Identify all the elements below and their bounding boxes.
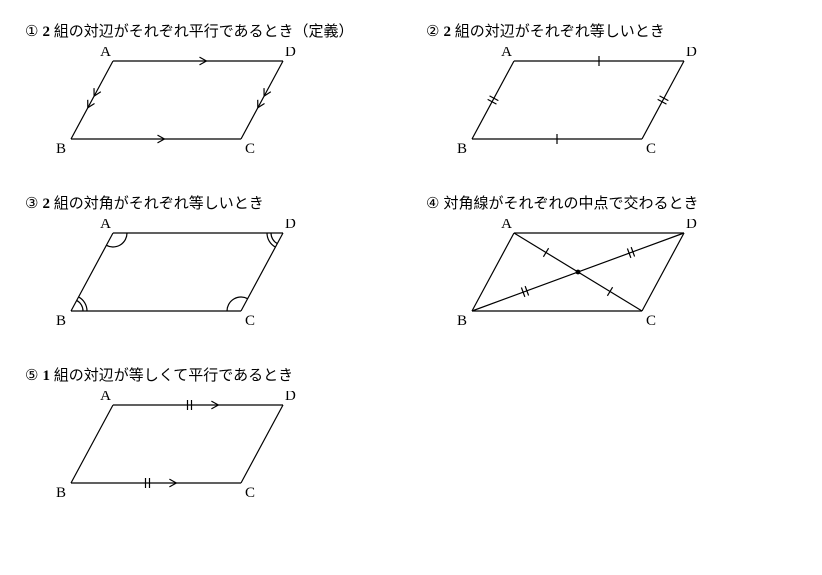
svg-text:C: C [646,313,656,329]
svg-text:D: D [285,219,296,232]
parallelogram-diagram: A D B C [25,47,396,157]
svg-text:B: B [56,313,66,329]
caption-text: 組の対角がそれぞれ等しいとき [50,196,264,212]
caption: ②2 組の対辺がそれぞれ等しいとき [426,20,797,41]
caption: ⑤1 組の対辺が等しくて平行であるとき [25,364,396,385]
svg-text:A: A [501,219,512,232]
parallelogram-diagram: A D B C [426,47,797,157]
circled-number: ① [25,22,38,41]
condition-2: ②2 組の対辺がそれぞれ等しいとき A D B C [426,20,797,157]
caption: ④対角線がそれぞれの中点で交わるとき [426,192,797,213]
caption-text: 組の対辺が等しくて平行であるとき [50,368,293,384]
caption-text: 2 [443,24,451,40]
caption-text: 2 [42,196,50,212]
condition-5: ⑤1 組の対辺が等しくて平行であるとき A D B C [25,364,396,501]
svg-text:C: C [245,313,255,329]
caption: ③2 組の対角がそれぞれ等しいとき [25,192,396,213]
parallelogram-diagram: A D B C [426,219,797,329]
condition-1: ①2 組の対辺がそれぞれ平行であるとき（定義） A D B C [25,20,396,157]
svg-text:B: B [457,313,467,329]
svg-text:D: D [285,391,296,404]
condition-4: ④対角線がそれぞれの中点で交わるとき A D B C [426,192,797,329]
svg-text:B: B [457,141,467,157]
svg-text:C: C [646,141,656,157]
parallelogram-diagram: A D B C [25,391,396,501]
condition-3: ③2 組の対角がそれぞれ等しいとき A D B C [25,192,396,329]
circled-number: ② [426,22,439,41]
circled-number: ③ [25,194,38,213]
svg-text:A: A [100,391,111,404]
caption: ①2 組の対辺がそれぞれ平行であるとき（定義） [25,20,396,41]
caption-text: 組の対辺がそれぞれ等しいとき [451,24,665,40]
caption-text: 1 [42,368,50,384]
svg-text:D: D [285,47,296,60]
circled-number: ⑤ [25,366,38,385]
circled-number: ④ [426,194,439,213]
parallelogram-diagram: A D B C [25,219,396,329]
caption-text: 対角線がそれぞれの中点で交わるとき [443,196,698,212]
svg-text:A: A [100,219,111,232]
svg-text:D: D [686,47,697,60]
caption-text: 2 [42,24,50,40]
svg-text:A: A [100,47,111,60]
svg-text:C: C [245,141,255,157]
caption-text: 組の対辺がそれぞれ平行であるとき（定義） [50,24,354,40]
svg-text:A: A [501,47,512,60]
svg-text:B: B [56,141,66,157]
svg-text:D: D [686,219,697,232]
svg-text:B: B [56,485,66,501]
svg-text:C: C [245,485,255,501]
